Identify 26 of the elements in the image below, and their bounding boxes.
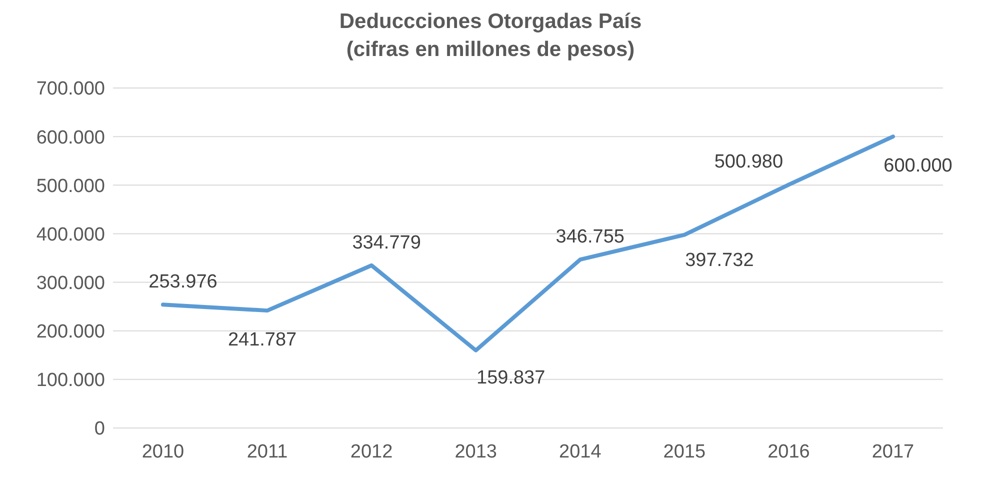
y-tick-label: 500.000: [36, 176, 105, 197]
data-label: 334.779: [352, 232, 421, 254]
x-tick-label: 2013: [454, 441, 497, 462]
y-tick-label: 700.000: [36, 78, 105, 100]
y-tick-label: 300.000: [36, 273, 105, 294]
y-tick-label: 100.000: [36, 370, 105, 392]
x-tick-label: 2017: [872, 441, 914, 462]
y-tick-label: 400.000: [36, 224, 105, 246]
data-label: 397.732: [685, 250, 754, 271]
data-label: 346.755: [556, 226, 624, 248]
y-tick-label: 600.000: [36, 127, 105, 148]
x-tick-label: 2010: [142, 441, 184, 462]
data-label: 500.980: [714, 152, 784, 173]
data-label: 253.976: [148, 272, 218, 293]
y-tick-label: 0: [94, 418, 105, 440]
chart-title: Deduccciones Otorgadas País: [338, 9, 643, 35]
x-tick-label: 2011: [246, 441, 288, 462]
y-tick-label: 200.000: [36, 322, 105, 343]
data-label: 159.837: [476, 367, 546, 388]
x-tick-label: 2016: [768, 441, 810, 462]
data-label: 241.787: [228, 330, 297, 351]
x-tick-label: 2012: [350, 441, 393, 462]
chart-subtitle: (cifras en millones de pesos): [345, 37, 636, 63]
x-tick-label: 2014: [559, 441, 602, 462]
data-label: 600.000: [884, 156, 952, 177]
x-tick-label: 2015: [663, 441, 706, 462]
